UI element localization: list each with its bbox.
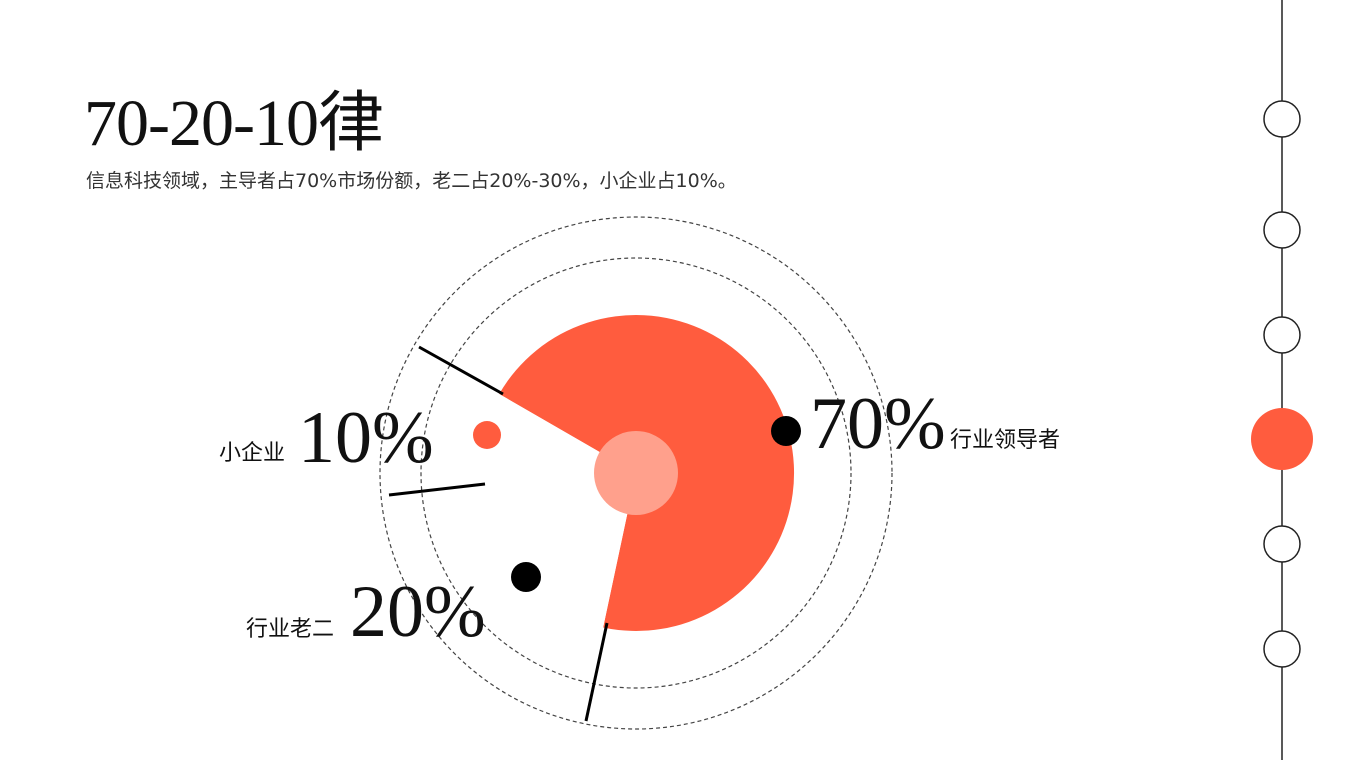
timeline-node-6[interactable] bbox=[1263, 630, 1301, 668]
small-value-label: 10% bbox=[298, 397, 434, 479]
small-name-label: 小企业 bbox=[219, 441, 285, 466]
timeline-node-5[interactable] bbox=[1263, 525, 1301, 563]
second-name-label: 行业老二 bbox=[246, 617, 334, 642]
small-marker-dot bbox=[473, 421, 501, 449]
outer-dashed-ring bbox=[379, 216, 893, 730]
page-subtitle: 信息科技领域，主导者占70%市场份额，老二占20%-30%，小企业占10%。 bbox=[86, 170, 737, 192]
divider-line-bottom bbox=[584, 622, 609, 722]
timeline-node-active[interactable] bbox=[1251, 408, 1313, 470]
slice-second bbox=[459, 473, 636, 648]
divider-line-top bbox=[418, 345, 504, 396]
second-value-label: 20% bbox=[350, 571, 486, 653]
divider-line-left bbox=[388, 482, 486, 497]
leader-marker-dot bbox=[771, 416, 801, 446]
second-marker-dot bbox=[511, 562, 541, 592]
leader-name-label: 行业领导者 bbox=[950, 428, 1060, 453]
page-title: 70-20-10律 bbox=[84, 87, 384, 160]
timeline-node-3[interactable] bbox=[1263, 316, 1301, 354]
timeline-node-2[interactable] bbox=[1263, 211, 1301, 249]
inner-dashed-ring bbox=[420, 257, 852, 689]
pie-center-circle bbox=[594, 431, 678, 515]
slice-small bbox=[460, 385, 636, 492]
timeline-node-1[interactable] bbox=[1263, 100, 1301, 138]
leader-value-label: 70% bbox=[810, 383, 946, 465]
